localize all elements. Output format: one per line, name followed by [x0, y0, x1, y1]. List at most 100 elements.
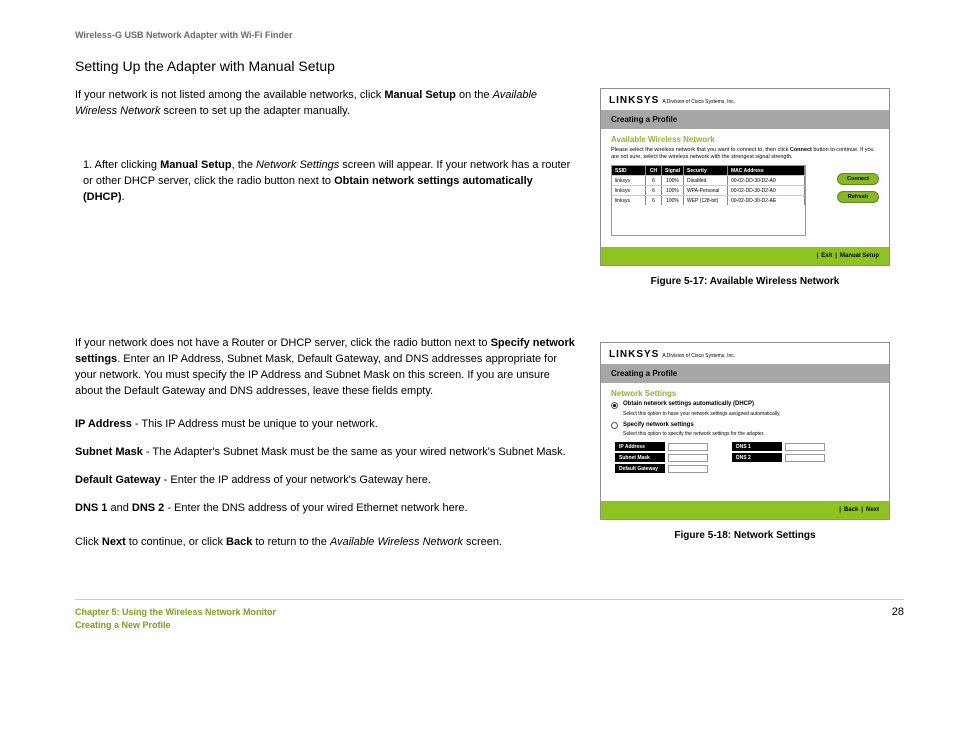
dialog-title: Creating a Profile	[601, 110, 889, 129]
step-number: 1.	[83, 159, 92, 171]
label: DNS 2	[132, 502, 164, 514]
field-grid: IP Address Subnet Mask Default Gateway D…	[615, 442, 879, 473]
radio-help: Select this option to have your network …	[623, 411, 879, 417]
network-table: SSID CH Signal Security MAC Address link…	[611, 165, 806, 236]
dialog-brand-bar: LINKSYS A Division of Cisco Systems, Inc…	[601, 89, 889, 110]
radio-label: Specify network settings	[623, 422, 694, 428]
dns1-input[interactable]	[785, 443, 825, 451]
cell-ssid: linksys	[612, 176, 646, 185]
dialog-footer: | Exit | Manual Setup	[601, 247, 889, 265]
field-dns2: DNS 2	[732, 453, 825, 462]
label: IP Address	[75, 418, 132, 430]
dialog-body: Available Wireless Network Please select…	[601, 129, 889, 247]
def-dns: DNS 1 and DNS 2 - Enter the DNS address …	[75, 501, 575, 517]
cell-signal: 100%	[662, 196, 684, 205]
subnet-input[interactable]	[668, 454, 708, 462]
text-bold: Back	[226, 536, 252, 548]
cell-mac: 00-02-DD-30-D2-AE	[728, 196, 805, 205]
table-row[interactable]: linksys6100%WEP (128-bit)00-02-DD-30-D2-…	[612, 195, 805, 205]
text: on the	[456, 89, 493, 101]
text: to continue, or click	[126, 536, 226, 548]
figure-caption-1: Figure 5-17: Available Wireless Network	[600, 276, 890, 287]
field-gateway: Default Gateway	[615, 464, 708, 473]
page-footer: Chapter 5: Using the Wireless Network Mo…	[75, 599, 904, 631]
dialog-available-network: LINKSYS A Division of Cisco Systems, Inc…	[600, 88, 890, 266]
dns2-input[interactable]	[785, 454, 825, 462]
text-bold: Next	[102, 536, 126, 548]
cell-signal: 100%	[662, 176, 684, 185]
dialog-brand-bar: LINKSYS A Division of Cisco Systems, Inc…	[601, 343, 889, 364]
table-row[interactable]: linksys6100%Disabled00-02-DD-30-D2-A0	[612, 175, 805, 185]
text: - Enter the DNS address of your wired Et…	[164, 502, 467, 514]
refresh-button[interactable]: Refresh	[837, 191, 879, 203]
field-subnet: Subnet Mask	[615, 453, 708, 462]
col-ssid: SSID	[612, 166, 646, 175]
def-subnet: Subnet Mask - The Adapter's Subnet Mask …	[75, 445, 575, 461]
page-number: 28	[892, 606, 904, 631]
dialog-title: Creating a Profile	[601, 364, 889, 383]
dialog-body: Network Settings Obtain network settings…	[601, 383, 889, 501]
back-link[interactable]: Back	[844, 507, 858, 513]
def-gateway: Default Gateway - Enter the IP address o…	[75, 473, 575, 489]
label: IP Address	[615, 442, 665, 451]
exit-link[interactable]: Exit	[821, 253, 832, 259]
def-ip: IP Address - This IP Address must be uni…	[75, 417, 575, 433]
text-italic: Available Wireless Network	[330, 536, 463, 548]
footer-section: Creating a New Profile	[75, 619, 276, 632]
manual-setup-link[interactable]: Manual Setup	[840, 253, 879, 259]
text: and	[107, 502, 131, 514]
main-text-column: If your network is not listed among the …	[75, 88, 575, 569]
radio-dhcp[interactable]: Obtain network settings automatically (D…	[611, 401, 879, 409]
next-link[interactable]: Next	[866, 507, 879, 513]
label: Default Gateway	[75, 474, 161, 486]
gateway-input[interactable]	[668, 465, 708, 473]
cell-ch: 6	[646, 196, 662, 205]
radio-icon	[611, 402, 618, 409]
document-header: Wireless-G USB Network Adapter with Wi-F…	[75, 30, 904, 40]
cell-ssid: linksys	[612, 186, 646, 195]
label: Subnet Mask	[75, 446, 143, 458]
cell-ch: 6	[646, 186, 662, 195]
dialog-desc: Please select the wireless network that …	[611, 147, 879, 161]
cell-ssid: linksys	[612, 196, 646, 205]
text: screen.	[463, 536, 502, 548]
connect-button[interactable]: Connect	[837, 173, 879, 185]
intro-paragraph: If your network is not listed among the …	[75, 88, 575, 120]
col-security: Security	[684, 166, 728, 175]
text: to return to the	[252, 536, 330, 548]
text: Click	[75, 536, 102, 548]
figures-column: LINKSYS A Division of Cisco Systems, Inc…	[600, 88, 890, 569]
table-row[interactable]: linksys6100%WPA-Personal00-02-DD-30-D2-A…	[612, 185, 805, 195]
radio-help: Select this option to specify the networ…	[623, 431, 879, 437]
text-bold: Manual Setup	[384, 89, 456, 101]
text-bold: Manual Setup	[160, 159, 232, 171]
footer-chapter: Chapter 5: Using the Wireless Network Mo…	[75, 606, 276, 619]
col-signal: Signal	[662, 166, 684, 175]
dialog-side-buttons: Connect Refresh	[837, 173, 879, 203]
figure-caption-2: Figure 5-18: Network Settings	[600, 530, 890, 541]
ip-input[interactable]	[668, 443, 708, 451]
brand-subtitle: A Division of Cisco Systems, Inc.	[662, 353, 735, 359]
cell-mac: 00-02-DD-30-D2-A0	[728, 186, 805, 195]
field-ip: IP Address	[615, 442, 708, 451]
text-italic: Network Settings	[256, 159, 339, 171]
text: If your network does not have a Router o…	[75, 337, 491, 349]
cell-security: Disabled	[684, 176, 728, 185]
label: Default Gateway	[615, 464, 665, 473]
cell-ch: 6	[646, 176, 662, 185]
text-bold: Connect	[790, 147, 812, 153]
table-header: SSID CH Signal Security MAC Address	[612, 166, 805, 175]
step-1: 1. After clicking Manual Setup, the Netw…	[75, 158, 575, 206]
cell-security: WPA-Personal	[684, 186, 728, 195]
col-ch: CH	[646, 166, 662, 175]
text: - Enter the IP address of your network's…	[161, 474, 431, 486]
text: .	[122, 191, 125, 203]
brand-subtitle: A Division of Cisco Systems, Inc.	[662, 99, 735, 105]
brand-logo: LINKSYS	[609, 95, 659, 106]
radio-specify[interactable]: Specify network settings	[611, 422, 879, 430]
text: After clicking	[95, 159, 160, 171]
dialog-subhead: Network Settings	[611, 389, 879, 398]
text: screen to set up the adapter manually.	[160, 105, 349, 117]
brand-logo: LINKSYS	[609, 349, 659, 360]
specify-settings-paragraph: If your network does not have a Router o…	[75, 336, 575, 400]
